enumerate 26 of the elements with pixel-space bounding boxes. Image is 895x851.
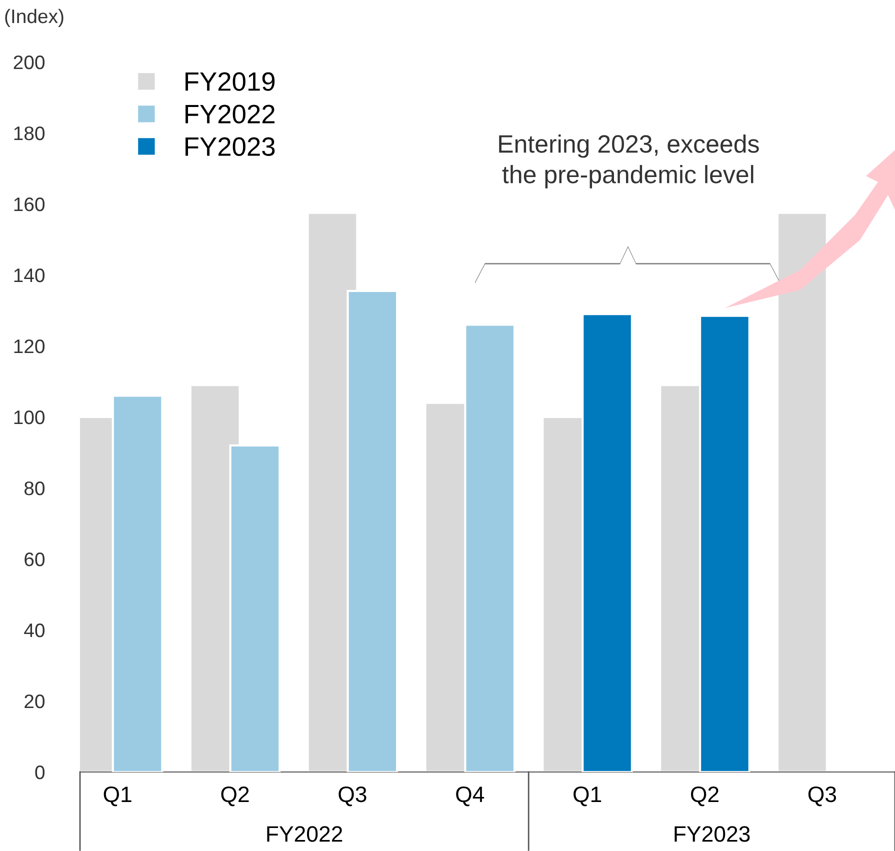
text: FY2023: [674, 826, 750, 842]
legend-label: FY2022: [186, 104, 274, 124]
y-tick-label: 40: [24, 623, 45, 638]
y-tick-label: 0: [35, 765, 45, 780]
y-tick-label: 200: [14, 55, 45, 70]
text: FY2022: [267, 826, 342, 842]
legend-label: FY2019: [186, 72, 275, 91]
x-tick-label: Q1: [104, 786, 132, 806]
y-tick-label: 140: [14, 268, 45, 282]
x-tick-label: Q3: [808, 786, 836, 806]
y-tick-label: 60: [24, 552, 45, 566]
y-tick-label: 120: [14, 339, 45, 354]
y-tick-label: 180: [14, 126, 45, 140]
x-tick-label: Q4: [456, 786, 484, 806]
x-tick-label: Q1: [574, 786, 602, 806]
legend-label: FY2023: [186, 137, 275, 156]
y-tick-label: 100: [14, 410, 45, 424]
x-tick-label: Q2: [221, 786, 249, 806]
y-tick-label: 80: [24, 481, 45, 496]
x-tick-label: Q3: [338, 786, 366, 806]
x-tick-label: Q2: [690, 786, 718, 806]
bar: [776, 212, 828, 772]
y-tick-label: 20: [24, 694, 45, 708]
y-axis-title: (Index): [5, 8, 64, 28]
annotation: Entering 2023, exceeds the pre-pandemic level: [499, 134, 759, 188]
y-tick-label: 160: [14, 197, 45, 212]
